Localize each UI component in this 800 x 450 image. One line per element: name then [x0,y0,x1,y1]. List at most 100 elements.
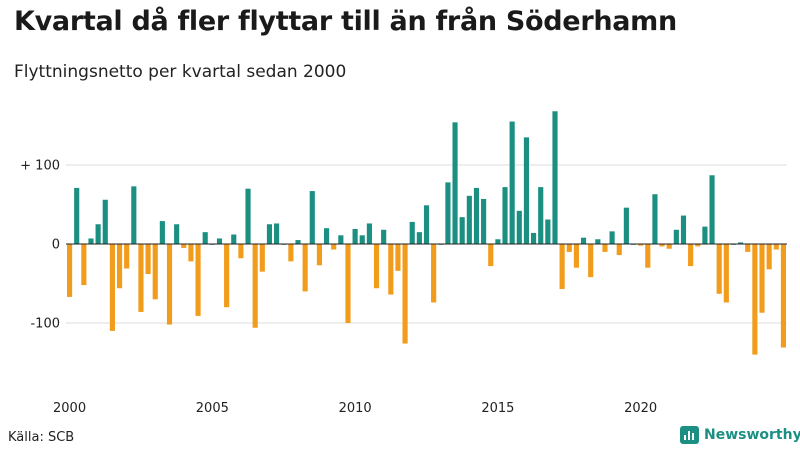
bar [752,244,758,355]
x-tick-label: 2005 [196,401,229,416]
bar [224,244,230,308]
brand-name: Newsworthy [704,427,800,443]
bar [166,244,173,325]
bar [702,226,708,244]
bar [231,234,237,244]
bar [773,244,779,250]
bar [652,194,658,244]
bar [695,244,701,247]
bar [495,239,501,244]
bar [580,237,587,244]
bar [109,244,115,331]
bar [523,137,530,244]
bar [138,244,144,312]
bar [159,221,165,244]
bar [659,244,665,247]
bar [638,244,644,246]
bar [116,244,123,289]
bar [745,244,751,252]
x-tick-label: 2020 [624,401,657,416]
bar [466,195,472,244]
bar [395,244,401,271]
bar [516,210,522,244]
bar [402,244,408,344]
bar [359,235,365,244]
bar [559,244,565,290]
source-note: Källa: SCB [8,430,75,445]
bar [688,244,694,267]
bar [245,188,251,244]
brand-logo[interactable]: Newsworthy [680,426,800,444]
bar [502,187,508,244]
bar [67,244,73,297]
bar [545,219,551,244]
bar [609,231,615,244]
bar [352,228,358,244]
bar [588,244,594,278]
x-tick-label: 2010 [339,401,372,416]
bar [188,244,194,262]
bar [409,221,415,244]
bar [345,244,351,323]
bar [645,244,651,268]
bar [95,224,101,244]
bar [373,244,380,289]
bar [366,223,372,244]
y-tick-label: -100 [30,317,60,332]
bar [124,244,130,269]
bar [266,224,273,244]
chart-title: Kvartal då fler flyttar till än från Söd… [14,6,677,37]
bar [174,224,180,244]
bar [309,191,315,244]
bar [102,199,108,244]
bar [423,205,430,244]
bar [274,223,280,244]
bar [238,244,244,259]
bar [388,244,394,295]
bar [673,229,679,244]
bar [259,244,265,272]
bar [452,122,458,244]
bar [316,244,322,266]
bar [181,244,187,248]
bar [616,244,622,256]
bar [488,244,494,267]
bar [323,228,330,244]
bar [723,244,729,303]
bar [759,244,765,313]
newsworthy-logo-icon [680,426,699,444]
y-tick-label: + 100 [20,159,60,174]
bar [416,232,422,244]
chart-subtitle: Flyttningsnetto per kvartal sedan 2000 [14,62,347,82]
bar [709,175,715,244]
bar [295,240,301,244]
bar [595,239,601,244]
bar [331,244,337,250]
bar [288,244,294,262]
bar [573,244,579,268]
bar [738,242,744,244]
bar [381,229,387,244]
bar [531,232,537,244]
bar [473,187,480,244]
bar [602,244,608,252]
x-tick-label: 2015 [481,401,514,416]
bar [445,182,451,244]
bar [780,244,786,348]
bar [566,244,572,252]
bar [431,244,437,303]
bar [195,244,201,316]
bar [88,238,94,244]
bar [716,244,722,294]
bar [145,244,151,275]
bar [252,244,258,328]
bar [481,198,487,244]
bar [216,238,223,244]
bar [538,187,544,244]
bar [152,244,158,300]
bar [74,187,80,244]
bar [459,217,465,244]
bar [81,244,87,286]
bar [131,186,137,244]
bar [680,215,687,244]
